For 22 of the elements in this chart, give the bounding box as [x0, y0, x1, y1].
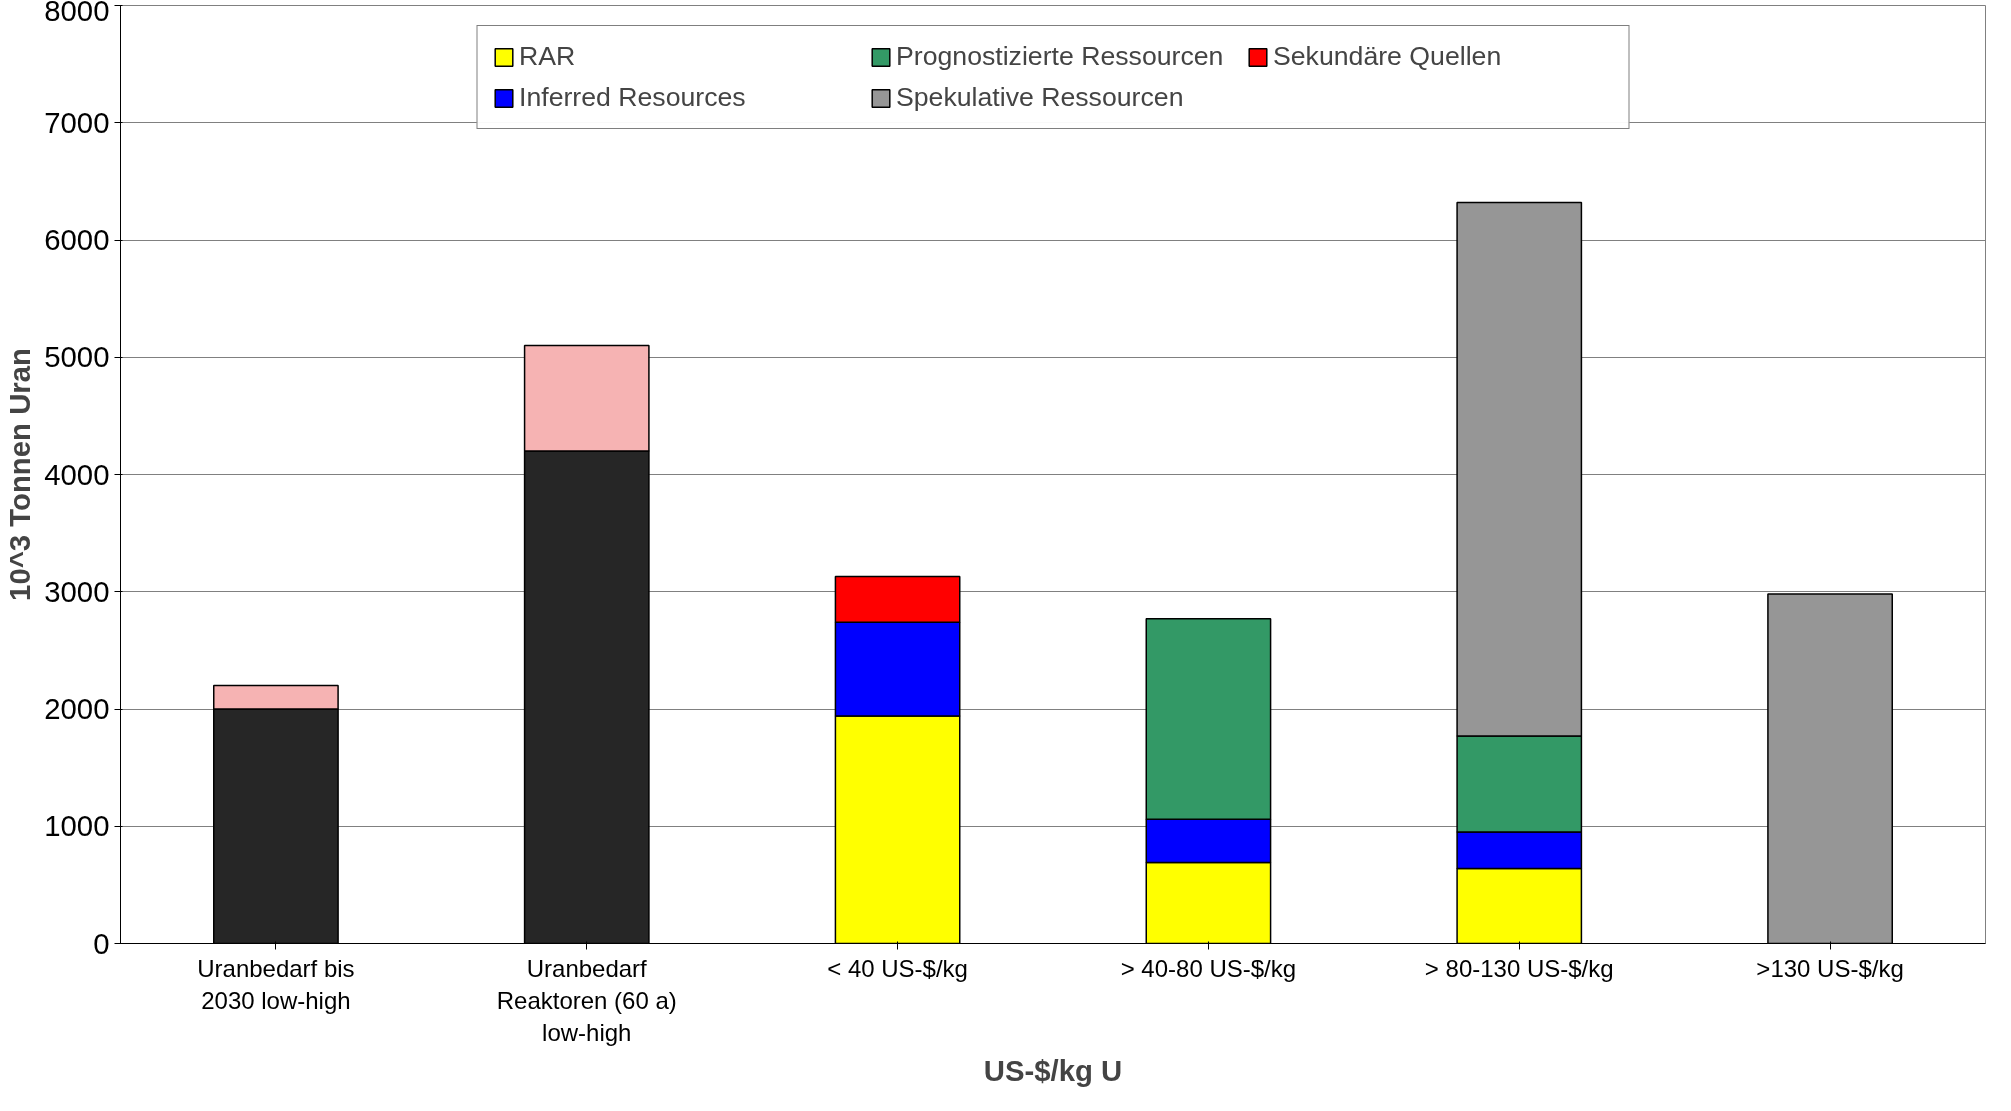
legend-label: Prognostizierte Ressourcen: [896, 41, 1225, 72]
y-tick-label: 4000: [44, 457, 110, 491]
legend-label: Inferred Resources: [519, 82, 747, 113]
x-tick-label: Uranbedarf Reaktoren (60 a) low-high: [496, 954, 677, 1047]
x-tick-label: < 40 US-$/kg: [827, 954, 968, 982]
y-tick-label: 0: [93, 926, 110, 960]
y-tick-label: 2000: [44, 692, 110, 725]
x-axis-title: US-$/kg U: [983, 1054, 1123, 1088]
y-axis-title: 10^3 Tonnen Uran: [3, 348, 37, 601]
y-tick-label: 6000: [44, 223, 110, 256]
y-tick-label: 3000: [44, 574, 110, 608]
legend-label: Sekundäre Quellen: [1273, 41, 1503, 72]
x-tick-label: Uranbedarf bis 2030 low-high: [197, 954, 355, 1014]
legend-label: Spekulative Ressourcen: [896, 82, 1185, 113]
x-tick-label: > 40-80 US-$/kg: [1120, 954, 1297, 982]
x-tick-label: > 80-130 US-$/kg: [1424, 954, 1614, 982]
legend-label: RAR: [519, 41, 577, 72]
x-tick-label: >130 US-$/kg: [1756, 954, 1904, 982]
y-tick-label: 1000: [44, 809, 110, 843]
y-tick-label: 8000: [44, 0, 110, 27]
y-tick-label: 7000: [44, 105, 110, 139]
y-tick-label: 5000: [44, 340, 110, 374]
